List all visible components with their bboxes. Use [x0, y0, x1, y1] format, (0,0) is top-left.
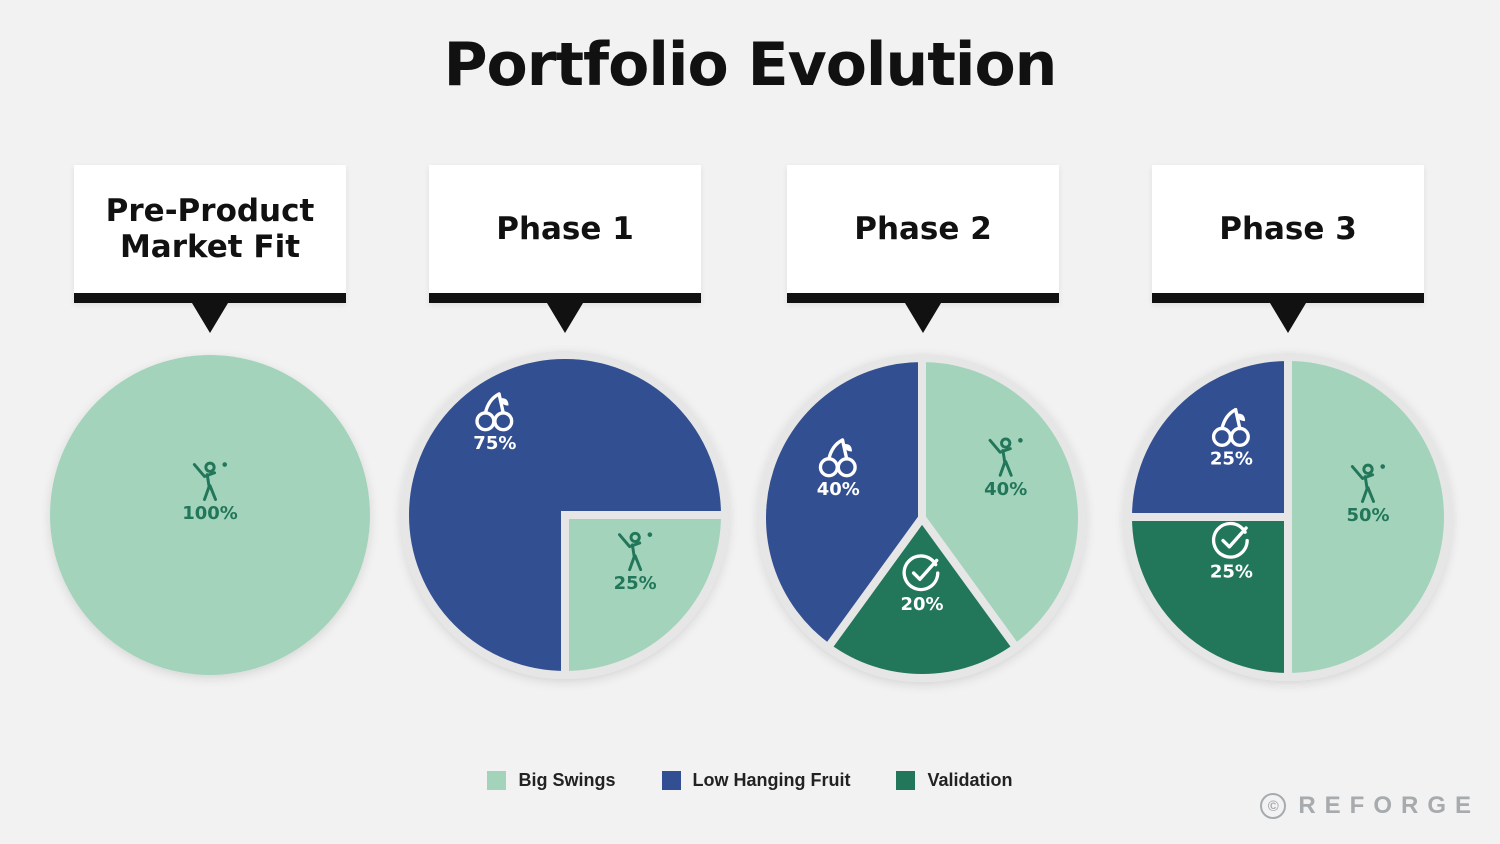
pie-slice-validation [1123, 513, 1292, 682]
callout-label: Pre-Product Market Fit [105, 193, 315, 265]
reforge-logo: © REFORGE [1260, 792, 1480, 820]
legend-swatch [487, 771, 507, 790]
pie-slice-low-hanging-fruit [758, 353, 926, 654]
slice-value-label: 25% [614, 573, 657, 594]
legend-swatch [661, 771, 681, 790]
slice-value-label: 25% [1210, 562, 1253, 583]
chart-title: Portfolio Evolution [443, 30, 1058, 100]
pie-chart-2 [401, 351, 730, 680]
legend-item-low-hanging-fruit: Low Hanging Fruit [661, 770, 851, 791]
pie-slice-big-swings [1284, 352, 1452, 682]
pie-slice-big-swings [50, 355, 370, 675]
slice-value-label: 25% [1210, 448, 1253, 469]
slice-value-label: 75% [473, 433, 516, 454]
callout-label: Phase 3 [1219, 211, 1357, 247]
legend-swatch [896, 771, 916, 790]
callout-phase-3: Phase 3 [1152, 165, 1424, 333]
slice-value-label: 40% [984, 479, 1027, 500]
slice-value-label: 20% [900, 594, 943, 615]
callout-phase-1: Phase 1 [429, 165, 701, 333]
legend-item-validation: Validation [896, 770, 1013, 791]
legend-label: Validation [927, 770, 1013, 790]
slice-value-label: 40% [817, 479, 860, 500]
pie-slice-low-hanging-fruit [1123, 352, 1292, 521]
pie-slice-validation [822, 511, 1022, 683]
callout-label: Phase 2 [854, 211, 992, 247]
legend-label: Low Hanging Fruit [692, 770, 851, 790]
callout-label: Phase 1 [496, 211, 634, 247]
pie-slice-low-hanging-fruit [401, 351, 730, 680]
pie-chart-1 [50, 355, 370, 675]
brand-name: REFORGE [1298, 792, 1480, 819]
slice-value-label: 50% [1346, 505, 1389, 526]
slice-value-label: 100% [182, 503, 238, 524]
legend: Big Swings Low Hanging Fruit Validation [0, 770, 1500, 791]
callout-phase-2: Phase 2 [787, 165, 1059, 333]
pie-chart-3 [758, 353, 1086, 683]
legend-item-big-swings: Big Swings [487, 770, 616, 791]
pie-slice-big-swings [561, 511, 730, 680]
callout-pre-pmf: Pre-Product Market Fit [74, 165, 346, 333]
pie-chart-4 [1123, 352, 1452, 682]
copyright-icon: © [1260, 793, 1287, 819]
legend-label: Big Swings [518, 770, 616, 790]
pie-slice-big-swings [918, 353, 1086, 654]
